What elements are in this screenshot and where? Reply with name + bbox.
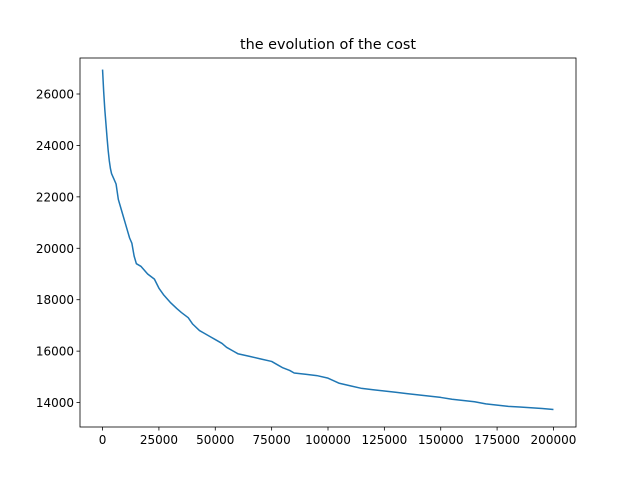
y-tick-label: 26000 <box>36 88 74 102</box>
x-tick-label: 100000 <box>305 433 351 447</box>
x-tick-label: 150000 <box>418 433 464 447</box>
y-tick-label: 18000 <box>36 293 74 307</box>
y-tick-label: 14000 <box>36 396 74 410</box>
series-line-0 <box>101 69 554 411</box>
y-tick-label: 24000 <box>36 139 74 153</box>
x-tick-label: 175000 <box>474 433 520 447</box>
x-tick-label: 25000 <box>140 433 178 447</box>
y-tick-label: 20000 <box>36 242 74 256</box>
y-tick-label: 22000 <box>36 190 74 204</box>
x-tick-label: 125000 <box>361 433 407 447</box>
x-tick-label: 0 <box>99 433 107 447</box>
plot-area: 0 25000 50000 75000 100000 125000 150000 175000… <box>36 57 577 447</box>
x-tick-label: 75000 <box>253 433 291 447</box>
y-tick-label: 16000 <box>36 345 74 359</box>
x-tick-label: 200000 <box>531 433 577 447</box>
chart-title: the evolution of the cost <box>240 37 416 53</box>
x-tick-label: 50000 <box>196 433 234 447</box>
